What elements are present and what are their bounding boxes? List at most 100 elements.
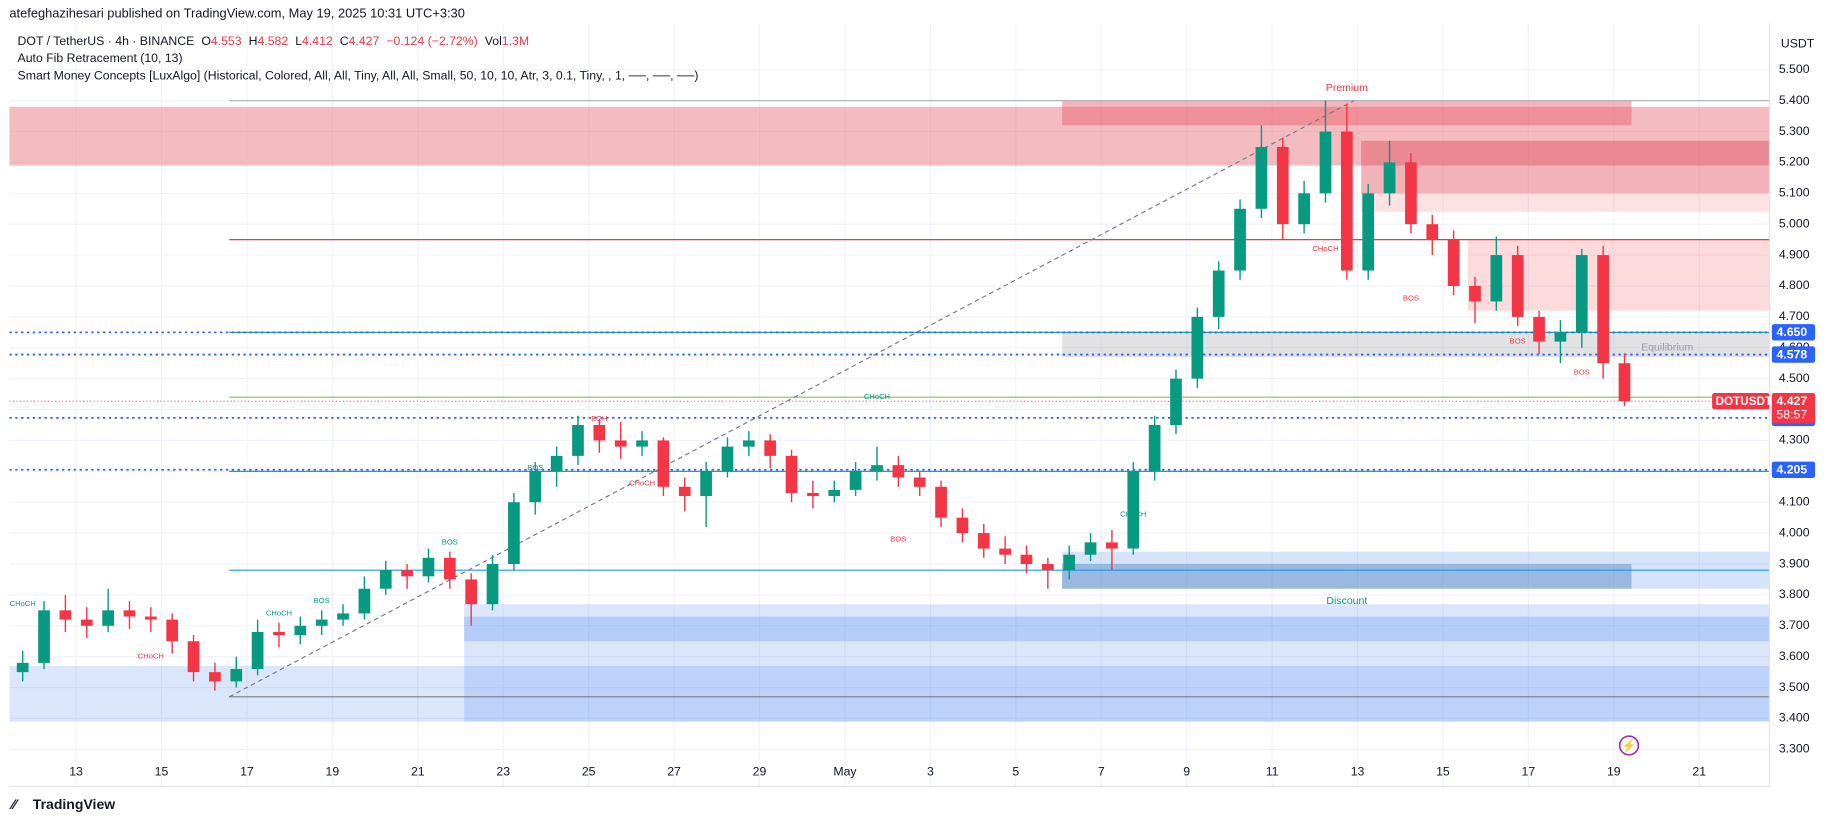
candle-body [1511, 255, 1524, 317]
price-label-box [1771, 324, 1816, 341]
candle-body [1170, 378, 1182, 425]
x-tick-label: 3 [927, 765, 934, 779]
x-tick-label: 21 [1692, 765, 1706, 779]
chart-title: atefeghazihesari published on TradingVie… [9, 5, 465, 20]
candle-body [16, 662, 29, 673]
legend-item: 4.427 [349, 34, 380, 48]
candle-body [315, 619, 328, 626]
y-tick-label: 3.400 [1779, 711, 1810, 725]
brand: TradingView [33, 796, 115, 812]
price-label: 4.205 [1776, 463, 1807, 477]
candle-body [1405, 162, 1417, 225]
zone [9, 665, 1770, 722]
candle-body [892, 465, 905, 478]
legend-item: C [340, 34, 349, 48]
y-tick-label: 3.800 [1779, 587, 1810, 601]
y-tick-label: 5.300 [1779, 124, 1810, 138]
candle-body [443, 557, 456, 580]
legend-item: DOT / TetherUS · 4h · BINANCE [18, 34, 195, 48]
x-tick-label: 25 [582, 765, 596, 779]
x-tick-label: 13 [69, 765, 83, 779]
candle-body [529, 471, 542, 503]
x-tick-label: 15 [155, 765, 169, 779]
candle-body [1533, 316, 1545, 342]
candle-body [209, 672, 221, 682]
x-tick-label: 11 [1266, 765, 1279, 779]
x-tick-label: 17 [1522, 765, 1536, 779]
candle-body [742, 440, 755, 447]
candle-body [1191, 316, 1204, 379]
y-tick-label: 5.000 [1779, 216, 1810, 230]
candle-body [401, 570, 413, 577]
candle-body [871, 465, 883, 472]
annotation: CHoCH [138, 652, 164, 661]
price-label-box [1771, 461, 1816, 478]
last-price-symbol-box [1712, 393, 1770, 410]
symbol-legend: DOT / TetherUS · 4h · BINANCE O4.553 H4.58… [18, 34, 530, 48]
candle-body [849, 471, 862, 490]
candle-body [379, 570, 392, 589]
axes: 3.300 3.400 3.500 3.600 3.700 3.800 3.900 4.000… [9, 23, 1816, 788]
candle-body [294, 625, 307, 636]
y-tick-label: 3.900 [1779, 556, 1810, 570]
candle-body [913, 477, 926, 487]
candle-body [1255, 146, 1268, 209]
x-tick-label: 21 [411, 765, 425, 779]
legend-item: Vol [485, 34, 502, 48]
candle-body [1490, 255, 1503, 302]
annotation: Discount [1326, 595, 1367, 607]
annotation: CHoCH [10, 599, 36, 608]
candle-body [465, 579, 478, 605]
candle-body [251, 631, 264, 670]
x-tick-label: 5 [1012, 765, 1019, 779]
zone [1361, 140, 1770, 212]
legend-item: O [201, 34, 211, 48]
annotation: BOS [442, 537, 458, 546]
y-tick-label: 3.700 [1779, 618, 1810, 632]
candle-body [508, 502, 520, 565]
annotation: BOS [1403, 293, 1419, 302]
annotation: BOS [314, 596, 330, 605]
candle-body [123, 610, 136, 617]
annotation: Equilibrium [1641, 342, 1693, 354]
legend-item: −0.124 (−2.72%) [386, 34, 477, 48]
candle-body [1106, 542, 1118, 549]
candle-body [59, 610, 72, 620]
candle-body [80, 619, 93, 626]
legend-item: 1.3M [502, 34, 529, 48]
candle-body [38, 610, 50, 663]
plot-area: Premium Equilibrium Discount CHoCH EQH CHoCH B… [9, 23, 1770, 787]
candle-body [1063, 554, 1076, 571]
candle-body [1575, 255, 1588, 333]
candle-body [593, 424, 606, 441]
candle-body [999, 548, 1011, 555]
candle-body [977, 533, 990, 549]
brand-logo: ⁄⁄ [9, 796, 19, 812]
candle-body [1041, 564, 1054, 571]
candle-body [1319, 131, 1332, 194]
annotation: Premium [1326, 82, 1368, 94]
candle-body [337, 613, 349, 620]
y-tick-label: 4.000 [1779, 525, 1810, 539]
annotation: CHoCH [629, 479, 655, 488]
legend-item: 4.553 [211, 34, 242, 48]
candle-body [721, 446, 734, 472]
alert-icon[interactable] [1618, 735, 1640, 756]
candle-body [828, 489, 841, 497]
legend-item: 4.412 [302, 34, 333, 48]
candle-body [1383, 162, 1396, 194]
legend-item: H [249, 34, 258, 48]
zone [1062, 564, 1632, 589]
indicator-legend: Auto Fib Retracement (10, 13) [18, 51, 183, 65]
x-tick-label: 17 [240, 765, 254, 779]
y-tick-label: 5.500 [1779, 62, 1810, 76]
alert-icon-glyph[interactable]: ⚡ [1622, 739, 1637, 753]
annotation: BOS [527, 463, 543, 472]
candle-body [1084, 542, 1097, 555]
x-tick-label: May [833, 765, 857, 779]
candle-body [144, 616, 157, 620]
candle-body [1298, 193, 1310, 225]
candle-body [102, 610, 114, 626]
